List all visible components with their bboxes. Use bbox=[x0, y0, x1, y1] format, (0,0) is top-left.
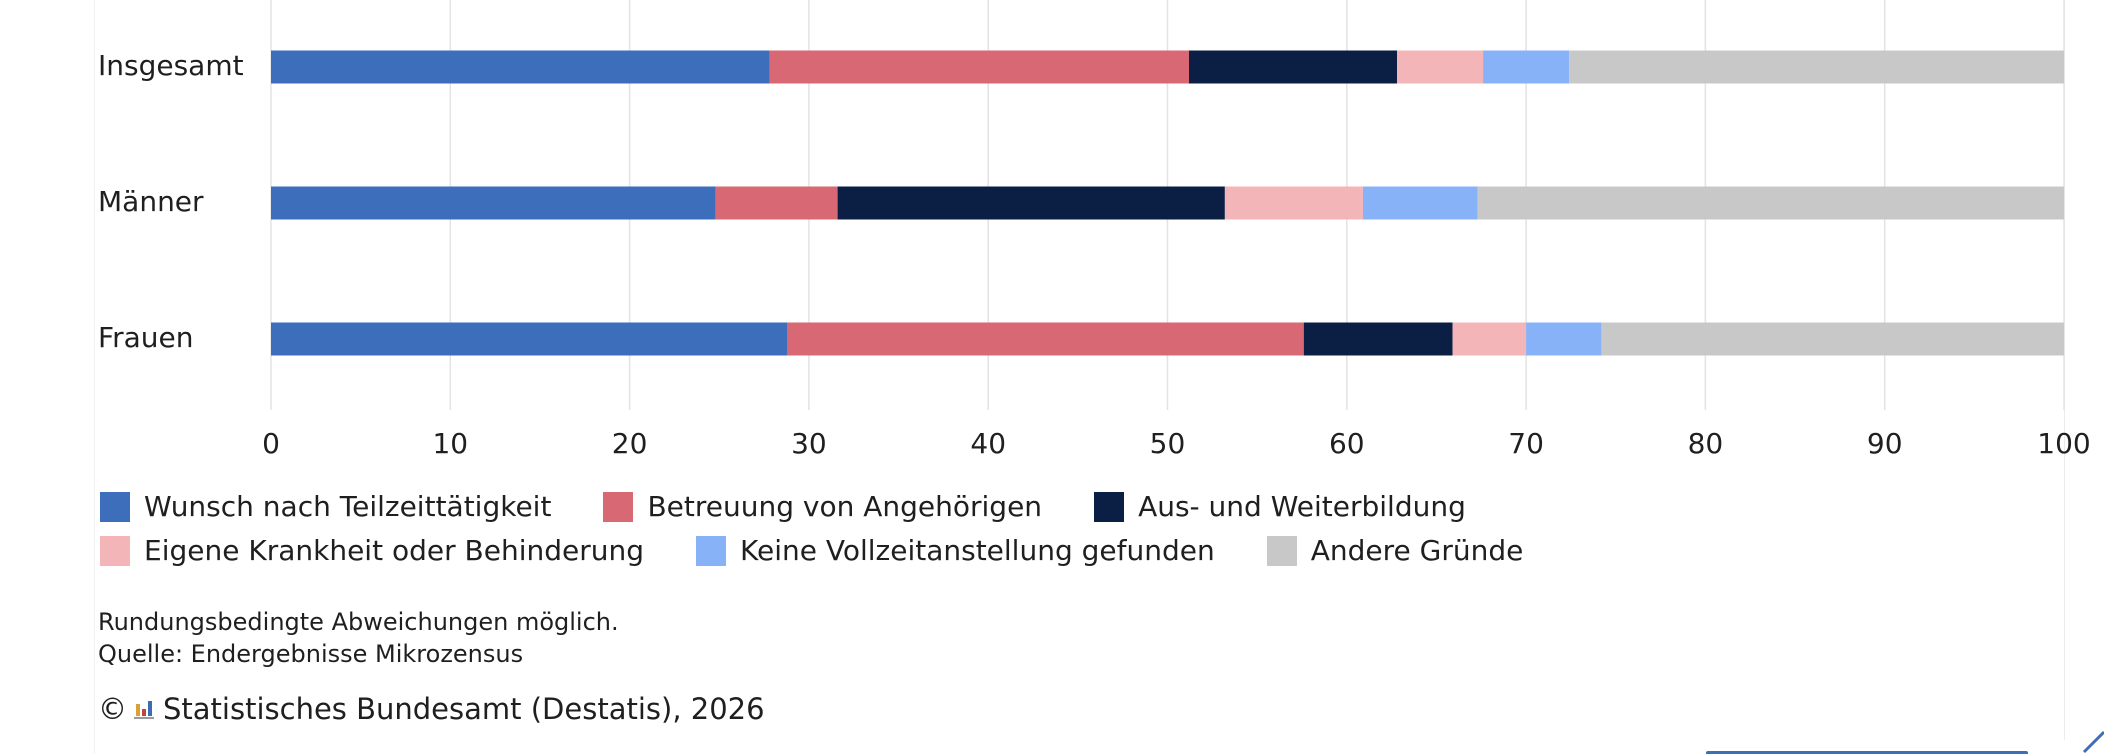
x-tick-label-20: 20 bbox=[612, 427, 648, 460]
x-tick-label-60: 60 bbox=[1329, 427, 1365, 460]
legend-label: Keine Vollzeitanstellung gefunden bbox=[740, 534, 1215, 567]
x-tick-label-90: 90 bbox=[1867, 427, 1903, 460]
x-axis-tick-labels: 0 10 20 30 40 50 60 70 80 90 100 bbox=[262, 427, 2091, 460]
bar-segment-m-nner-series-2[interactable] bbox=[715, 186, 838, 220]
x-tick-label-10: 10 bbox=[432, 427, 468, 460]
copyright-text: Statistisches Bundesamt (Destatis), 2026 bbox=[163, 692, 765, 726]
x-tick-label-30: 30 bbox=[791, 427, 827, 460]
bar-segment-frauen-series-2[interactable] bbox=[787, 322, 1304, 356]
legend-swatch bbox=[1094, 492, 1125, 522]
legend-item-3[interactable]: Aus- und Weiterbildung bbox=[1094, 492, 1466, 522]
category-label-3: Frauen bbox=[98, 321, 193, 354]
legend-swatch bbox=[603, 492, 634, 522]
bar-segment-frauen-series-4[interactable] bbox=[1452, 322, 1527, 356]
rounding-note: Rundungsbedingte Abweichungen möglich. bbox=[98, 608, 619, 636]
bar-segment-insgesamt-series-6[interactable] bbox=[1569, 50, 2064, 84]
x-tick-label-80: 80 bbox=[1688, 427, 1724, 460]
x-tick-label-100: 100 bbox=[2037, 427, 2090, 460]
resize-corner-icon bbox=[2082, 730, 2104, 754]
chart-notes: Rundungsbedingte Abweichungen möglich. Q… bbox=[98, 606, 619, 670]
legend-label: Eigene Krankheit oder Behinderung bbox=[144, 534, 644, 567]
x-tick-label-50: 50 bbox=[1150, 427, 1186, 460]
legend-swatch bbox=[1266, 536, 1297, 566]
legend-label: Andere Gründe bbox=[1310, 534, 1524, 567]
bar-segment-insgesamt-series-4[interactable] bbox=[1397, 50, 1484, 84]
bottom-tab-edge bbox=[1706, 751, 2028, 754]
bar-segment-m-nner-series-6[interactable] bbox=[1477, 186, 2064, 220]
bar-segment-insgesamt-series-1[interactable] bbox=[271, 50, 770, 84]
bar-segment-frauen-series-5[interactable] bbox=[1526, 322, 1602, 356]
legend: Wunsch nach Teilzeittätigkeit Betreuung v… bbox=[100, 492, 2060, 566]
x-tick-label-40: 40 bbox=[970, 427, 1006, 460]
copyright-line: © Statistisches Bundesamt (Destatis), 20… bbox=[98, 692, 765, 726]
legend-item-2[interactable]: Betreuung von Angehörigen bbox=[603, 492, 1042, 522]
bars bbox=[271, 50, 2064, 356]
legend-label: Wunsch nach Teilzeittätigkeit bbox=[144, 490, 552, 523]
destatis-bar-logo-icon bbox=[134, 701, 154, 719]
left-border-line bbox=[94, 0, 95, 754]
legend-swatch bbox=[100, 536, 130, 566]
source-note: Quelle: Endergebnisse Mikrozensus bbox=[98, 640, 524, 668]
legend-swatch bbox=[696, 536, 726, 566]
bar-segment-m-nner-series-5[interactable] bbox=[1362, 186, 1478, 220]
copyright-symbol: © bbox=[98, 692, 127, 726]
x-tick-label-70: 70 bbox=[1508, 427, 1544, 460]
bar-segment-m-nner-series-4[interactable] bbox=[1224, 186, 1363, 220]
legend-label: Betreuung von Angehörigen bbox=[647, 490, 1043, 523]
legend-swatch bbox=[100, 492, 130, 522]
category-labels: Insgesamt Männer Frauen bbox=[98, 49, 244, 354]
category-label-1: Insgesamt bbox=[98, 49, 244, 82]
category-label-2: Männer bbox=[98, 185, 204, 218]
bar-segment-insgesamt-series-2[interactable] bbox=[769, 50, 1190, 84]
bar-segment-m-nner-series-1[interactable] bbox=[271, 186, 716, 220]
legend-label: Aus- und Weiterbildung bbox=[1138, 490, 1466, 523]
bar-segment-frauen-series-1[interactable] bbox=[271, 322, 788, 356]
bar-segment-insgesamt-series-3[interactable] bbox=[1189, 50, 1398, 84]
legend-item-6[interactable]: Andere Gründe bbox=[1266, 534, 1524, 567]
legend-item-5[interactable]: Keine Vollzeitanstellung gefunden bbox=[696, 536, 1215, 566]
bar-segment-frauen-series-3[interactable] bbox=[1303, 322, 1453, 356]
legend-item-4[interactable]: Eigene Krankheit oder Behinderung bbox=[100, 536, 644, 566]
bar-segment-m-nner-series-3[interactable] bbox=[837, 186, 1225, 220]
stacked-bar-chart: Insgesamt Männer Frauen 0 10 20 30 40 50 60 70 80 9… bbox=[98, 0, 2091, 460]
bar-segment-frauen-series-6[interactable] bbox=[1601, 322, 2064, 356]
legend-item-1[interactable]: Wunsch nach Teilzeittätigkeit bbox=[100, 492, 551, 522]
bar-segment-insgesamt-series-5[interactable] bbox=[1483, 50, 1570, 84]
x-tick-label-0: 0 bbox=[262, 427, 280, 460]
